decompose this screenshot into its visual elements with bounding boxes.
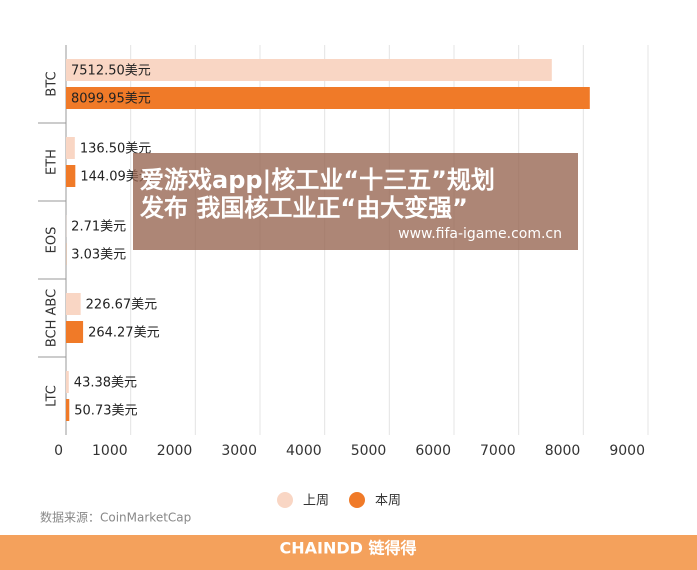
x-tick-label: 8000 <box>545 443 581 459</box>
y-tick-label: ETH <box>45 149 60 175</box>
value-label: 43.38美元 <box>74 376 137 391</box>
bar <box>66 321 84 343</box>
x-tick-label: 0 <box>54 443 63 459</box>
bar <box>66 399 70 421</box>
x-tick-label: 2000 <box>157 443 193 459</box>
y-tick-label: LTC <box>45 385 60 407</box>
legend-label: 本周 <box>375 494 401 509</box>
x-tick-label: 1000 <box>92 443 128 459</box>
bar <box>66 165 76 187</box>
bar <box>66 59 552 81</box>
x-tick-label: 4000 <box>286 443 322 459</box>
x-tick-label: 6000 <box>415 443 451 459</box>
x-tick-label: 5000 <box>351 443 387 459</box>
value-label: 226.67美元 <box>86 298 158 313</box>
overlay-headline: 爱游戏app|核工业“十三五”规划 <box>140 166 495 194</box>
value-label: 3.03美元 <box>71 248 126 263</box>
legend-swatch <box>277 492 293 508</box>
footer-brand: CHAINDD 链得得 <box>280 539 417 558</box>
y-tick-label: EOS <box>45 227 60 254</box>
y-tick-label: BTC <box>45 71 60 96</box>
bar <box>66 371 69 393</box>
value-label: 136.50美元 <box>80 142 151 157</box>
overlay-box <box>133 153 578 250</box>
source-note: 数据来源：CoinMarketCap <box>40 510 191 525</box>
overlay-url: www.fifa-igame.com.cn <box>398 226 562 242</box>
legend-label: 上周 <box>303 494 329 509</box>
footer-band <box>0 535 697 570</box>
value-label: 2.71美元 <box>71 220 126 235</box>
bar <box>66 293 81 315</box>
value-label: 8099.95美元 <box>71 92 151 107</box>
x-tick-label: 3000 <box>221 443 257 459</box>
legend-swatch <box>349 492 365 508</box>
value-label: 50.73美元 <box>74 404 137 419</box>
overlay-headline: 发布 我国核工业正“由大变强” <box>139 194 468 222</box>
value-label: 7512.50美元 <box>71 64 151 79</box>
x-tick-label: 7000 <box>480 443 516 459</box>
value-label: 264.27美元 <box>88 326 160 341</box>
bar <box>66 87 590 109</box>
y-tick-label: BCH ABC <box>45 289 60 347</box>
bar <box>66 137 75 159</box>
x-tick-label: 9000 <box>609 443 645 459</box>
